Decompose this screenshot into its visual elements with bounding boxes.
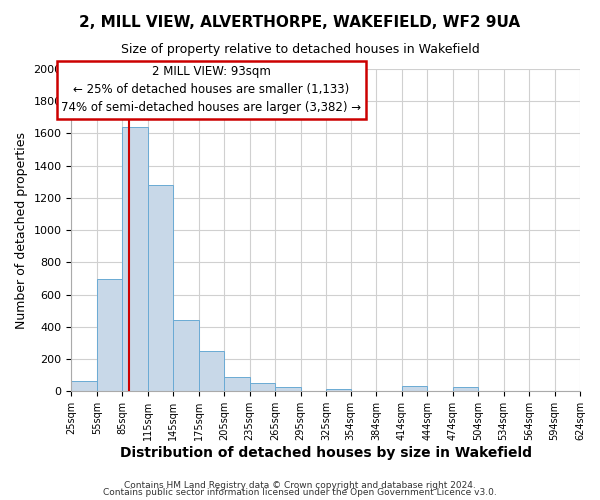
Bar [71, 381, 97, 392]
Text: 2, MILL VIEW, ALVERTHORPE, WAKEFIELD, WF2 9UA: 2, MILL VIEW, ALVERTHORPE, WAKEFIELD, WF… [79, 15, 521, 30]
Bar [250, 384, 275, 392]
Bar [224, 377, 250, 392]
Text: Size of property relative to detached houses in Wakefield: Size of property relative to detached ho… [121, 42, 479, 56]
Text: Contains public sector information licensed under the Open Government Licence v3: Contains public sector information licen… [103, 488, 497, 497]
Bar [97, 280, 122, 392]
Y-axis label: Number of detached properties: Number of detached properties [15, 132, 28, 328]
Text: 2 MILL VIEW: 93sqm
← 25% of detached houses are smaller (1,133)
74% of semi-deta: 2 MILL VIEW: 93sqm ← 25% of detached hou… [61, 66, 362, 114]
Bar [148, 185, 173, 392]
Bar [326, 389, 351, 392]
X-axis label: Distribution of detached houses by size in Wakefield: Distribution of detached houses by size … [120, 446, 532, 460]
Bar [401, 386, 427, 392]
Bar [452, 388, 478, 392]
Bar [275, 386, 301, 392]
Text: Contains HM Land Registry data © Crown copyright and database right 2024.: Contains HM Land Registry data © Crown c… [124, 480, 476, 490]
Bar [199, 351, 224, 392]
Bar [173, 320, 199, 392]
Bar [122, 127, 148, 392]
